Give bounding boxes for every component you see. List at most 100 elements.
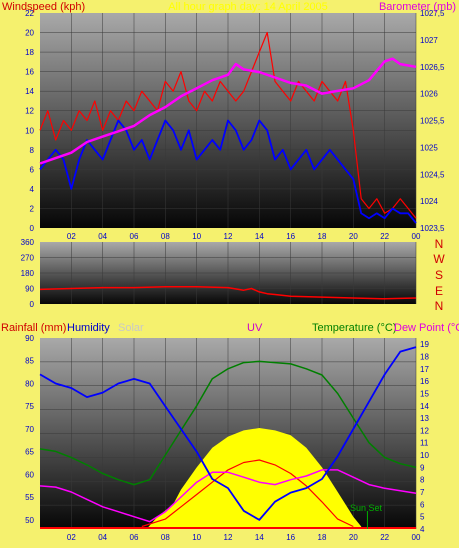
- climate-x-tick-label: 06: [130, 533, 139, 542]
- climate-x-tick-label: 14: [255, 533, 264, 542]
- climate-x-tick-label: 02: [67, 533, 76, 542]
- compass-label-n-top: N: [435, 237, 444, 251]
- temperature-tick-label: 15: [420, 389, 429, 398]
- barometer-axis-label: Barometer (mb): [379, 1, 456, 13]
- wind-tick-label: 12: [25, 107, 34, 116]
- dew-point-axis-label: Dew Point (°C: [394, 322, 459, 334]
- climate-x-ticks: 02 04 06 08 10 12 14 16 18 20 22 00: [67, 533, 421, 542]
- climate-x-tick-label: 04: [98, 533, 107, 542]
- temperature-tick-label: 12: [420, 426, 429, 435]
- humidity-axis-ticks: 50 55 60 65 70 75 80 85 90: [25, 334, 34, 525]
- climate-x-tick-label: 20: [349, 533, 358, 542]
- temperature-axis-ticks: 4 5 6 7 8 9 10 11 12 13 14 15 16 17 18 19: [420, 340, 429, 534]
- temperature-tick-label: 5: [420, 513, 425, 522]
- sunset-label: Sun Set: [350, 503, 383, 513]
- barometer-tick-label: 1025,5: [420, 117, 445, 126]
- wind-grid: [40, 13, 417, 228]
- climate-x-tick-label: 12: [224, 533, 233, 542]
- wind-tick-label: 10: [25, 126, 34, 135]
- temperature-tick-label: 19: [420, 340, 429, 349]
- humidity-tick-label: 70: [25, 425, 34, 434]
- temperature-tick-label: 10: [420, 451, 429, 460]
- compass-labels: N W S E N: [433, 237, 445, 313]
- wind-x-tick-label: 10: [192, 232, 201, 241]
- compass-label-n-bottom: N: [435, 299, 444, 313]
- temperature-tick-label: 16: [420, 377, 429, 386]
- wind-tick-label: 2: [30, 204, 35, 213]
- wind-x-tick-label: 02: [67, 232, 76, 241]
- wind-axis-ticks: 0 2 4 6 8 10 12 14 16 18 20 22: [25, 9, 34, 233]
- wind-x-tick-label: 12: [224, 232, 233, 241]
- humidity-tick-label: 60: [25, 470, 34, 479]
- chart-title: All hour graph day: 14 April 2005: [168, 1, 328, 13]
- temperature-tick-label: 18: [420, 352, 429, 361]
- uv-label: UV: [247, 322, 263, 334]
- direction-series: [39, 286, 417, 300]
- temperature-tick-label: 11: [420, 439, 429, 448]
- temperature-tick-label: 13: [420, 414, 429, 423]
- humidity-tick-label: 75: [25, 402, 34, 411]
- barometer-tick-label: 1024: [420, 197, 438, 206]
- wind-tick-label: 20: [25, 29, 34, 38]
- direction-tick-label: 360: [21, 238, 35, 247]
- temperature-tick-label: 7: [420, 488, 425, 497]
- direction-tick-label: 270: [21, 254, 35, 263]
- temperature-tick-label: 14: [420, 402, 429, 411]
- barometer-axis-ticks: 1023,5 1024 1024,5 1025 1025,5 1026 1026,5 1027…: [420, 9, 445, 233]
- humidity-tick-label: 80: [25, 379, 34, 388]
- climate-x-tick-label: 08: [161, 533, 170, 542]
- barometer-tick-label: 1023,5: [420, 224, 445, 233]
- humidity-tick-label: 90: [25, 334, 34, 343]
- humidity-tick-label: 55: [25, 493, 34, 502]
- temperature-tick-label: 6: [420, 500, 425, 509]
- wind-x-tick-label: 18: [318, 232, 327, 241]
- temperature-tick-label: 8: [420, 476, 425, 485]
- wind-direction-line: [39, 286, 417, 300]
- wind-x-tick-label: 22: [380, 232, 389, 241]
- direction-tick-label: 90: [25, 285, 34, 294]
- temperature-tick-label: 4: [420, 525, 425, 534]
- barometer-tick-label: 1027,5: [420, 9, 445, 18]
- compass-label-s: S: [435, 268, 443, 282]
- temperature-tick-label: 9: [420, 463, 425, 472]
- humidity-axis-label: Humidity: [67, 322, 110, 334]
- barometer-tick-label: 1025: [420, 143, 438, 152]
- climate-x-tick-label: 10: [192, 533, 201, 542]
- wind-tick-label: 6: [30, 165, 35, 174]
- climate-x-tick-label: 00: [412, 533, 421, 542]
- direction-axis-ticks: 0 90 180 270 360: [21, 238, 35, 309]
- wind-tick-label: 8: [30, 146, 35, 155]
- climate-x-tick-label: 16: [286, 533, 295, 542]
- wind-tick-label: 16: [25, 68, 34, 77]
- wind-x-tick-label: 16: [286, 232, 295, 241]
- climate-series: [39, 346, 417, 529]
- barometer-tick-label: 1027: [420, 36, 438, 45]
- solar-area: [146, 428, 362, 529]
- barometer-tick-label: 1024,5: [420, 170, 445, 179]
- wind-x-tick-label: 20: [349, 232, 358, 241]
- solar-label: Solar: [118, 322, 144, 334]
- direction-tick-label: 180: [21, 269, 35, 278]
- direction-grid: [40, 242, 417, 304]
- compass-label-e: E: [435, 284, 443, 298]
- wind-tick-label: 4: [30, 185, 35, 194]
- uv-line: [141, 459, 354, 528]
- climate-x-tick-label: 22: [380, 533, 389, 542]
- wind-tick-label: 22: [25, 9, 34, 18]
- wind-tick-label: 18: [25, 48, 34, 57]
- windspeed-axis-label: Windspeed (kph): [2, 1, 85, 13]
- wind-x-tick-label: 08: [161, 232, 170, 241]
- wind-x-tick-label: 00: [412, 232, 421, 241]
- humidity-tick-label: 50: [25, 516, 34, 525]
- wind-tick-label: 14: [25, 87, 34, 96]
- wind-x-tick-label: 04: [98, 232, 107, 241]
- climate-x-tick-label: 18: [318, 533, 327, 542]
- barometer-tick-label: 1026,5: [420, 63, 445, 72]
- wind-x-tick-label: 06: [130, 232, 139, 241]
- temperature-axis-label: Temperature (°C): [312, 322, 396, 334]
- wind-x-tick-label: 14: [255, 232, 264, 241]
- humidity-tick-label: 65: [25, 448, 34, 457]
- temperature-tick-label: 17: [420, 365, 429, 374]
